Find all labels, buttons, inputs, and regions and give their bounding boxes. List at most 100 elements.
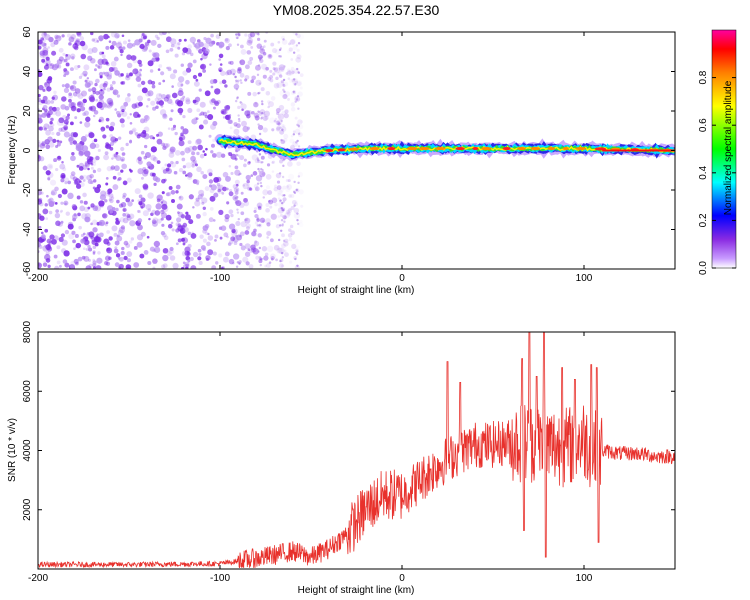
spectrogram-noise-point [61,96,67,102]
spectrogram-noise-point [55,167,59,172]
spectrogram-noise-point [261,52,266,57]
spectrogram-noise-point [166,163,172,168]
spectrogram-noise-point [45,59,51,65]
spectrogram-streak-point [239,79,242,82]
spectrogram-noise-point [287,68,291,72]
spectrogram-noise-point [64,262,70,268]
spectrogram-noise-point [101,129,104,132]
spectrogram-noise-point [227,242,232,246]
spectrogram-noise-point [165,49,170,54]
spectrogram-noise-point [276,185,282,190]
spectrogram-noise-point [187,172,193,178]
spectrogram-noise-point [45,217,49,220]
spectrogram-streak-point [258,246,262,250]
spectrogram-noise-point [82,192,87,198]
spectrogram-noise-point [286,70,292,76]
spectrogram-noise-point [92,114,96,118]
spectrogram-noise-point [221,192,225,195]
spectrogram-noise-point [275,127,281,132]
spectrogram-streak-point [261,160,264,164]
spectrogram-noise-point [60,175,64,179]
spectrogram-noise-point [224,213,230,220]
spectrogram-noise-point [94,68,97,72]
spectrogram-noise-point [200,57,203,61]
spectrogram-noise-point [50,117,55,122]
spectrogram-noise-point [120,146,125,152]
spectrogram-noise-point [242,256,249,263]
spectrogram-noise-point [49,121,53,125]
spectrogram-noise-point [204,90,211,97]
spectrogram-x-tick-label: -200 [28,273,48,284]
spectrogram-noise-point [255,118,259,121]
spectrogram-noise-point [266,163,271,167]
spectrogram-noise-point [89,142,96,150]
spectrogram-peak [406,147,418,151]
spectrogram-noise-point [181,157,186,162]
spectrogram-noise-point [114,246,118,250]
spectrogram-noise-point [247,248,251,252]
spectrogram-noise-point [196,138,202,145]
spectrogram-noise-point [42,208,49,215]
spectrogram-noise-point [234,165,239,170]
spectrogram-noise-point [107,191,111,195]
spectrogram-noise-point [266,230,272,236]
spectrogram-noise-point [216,151,223,158]
spectrogram-noise-point [175,99,181,105]
spectrogram-noise-point [205,257,209,262]
spectrogram-noise-point [113,232,118,237]
spectrogram-noise-point [118,226,126,234]
spectrogram-noise-point [103,87,106,91]
spectrogram-noise-point [53,39,59,45]
spectrogram-noise-point [266,236,269,239]
spectrogram-noise-point [192,99,197,104]
spectrogram-noise-point [127,39,131,42]
spectrogram-noise-point [190,52,194,57]
spectrogram-noise-point [139,43,145,50]
spectrogram-noise-point [106,87,111,92]
spectrogram-noise-point [111,157,114,160]
spectrogram-streak-point [292,90,295,93]
spectrogram-noise-point [127,201,133,207]
spectrogram-noise-point [87,244,91,249]
spectrogram-peak [575,147,587,151]
spectrogram-streak-point [280,219,284,222]
spectrogram-noise-point [86,82,92,88]
spectrogram-streak-point [257,158,260,162]
spectrogram-noise-point [296,81,302,86]
spectrogram-noise-point [93,37,99,43]
spectrogram-noise-point [115,110,120,115]
spectrogram-noise-point [115,220,120,225]
spectrogram-noise-point [257,206,262,211]
spectrogram-noise-point [64,229,70,235]
spectrogram-streak-point [280,206,283,210]
spectrogram-noise-point [284,109,289,114]
spectrogram-noise-point [196,182,200,186]
spectrogram-noise-point [268,101,274,108]
spectrogram-streak-point [258,132,262,136]
spectrogram-streak-point [282,200,285,204]
spectrogram-noise-point [42,49,49,56]
spectrogram-noise-point [292,44,298,51]
spectrogram-streak-point [257,123,260,126]
spectrogram-noise-point [85,265,92,269]
spectrogram-noise-point [76,32,82,36]
spectrogram-noise-point [225,187,229,191]
spectrogram-noise-point [265,174,272,180]
spectrogram-streak-point [282,164,285,168]
spectrogram-noise-point [88,106,93,111]
spectrogram-noise-point [97,251,101,255]
spectrogram-noise-point [231,228,236,234]
spectrogram-noise-point [187,107,193,113]
spectrogram-noise-point [246,183,250,187]
spectrogram-noise-point [253,101,259,108]
spectrogram-noise-point [105,221,109,225]
spectrogram-noise-point [143,118,148,123]
spectrogram-noise-point [195,78,199,82]
spectrogram-noise-point [236,123,241,129]
spectrogram-noise-point [281,110,286,116]
spectrogram-noise-point [286,184,292,190]
spectrogram-noise-point [286,185,289,188]
spectrogram-noise-point [107,248,113,254]
spectrogram-noise-point [63,58,68,63]
spectrogram-noise-point [209,79,215,85]
